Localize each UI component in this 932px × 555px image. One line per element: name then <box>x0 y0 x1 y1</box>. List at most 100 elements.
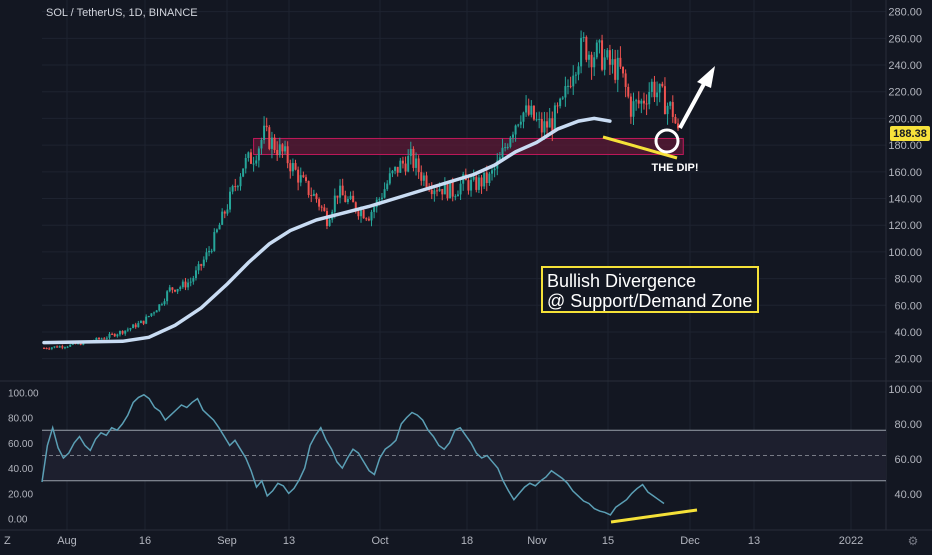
candle-body <box>179 287 182 289</box>
candle-body <box>137 323 140 328</box>
candle-body <box>511 134 514 138</box>
candle-body <box>116 334 119 337</box>
candle-body <box>616 57 619 80</box>
candle-body <box>354 202 357 212</box>
candle-body <box>590 54 593 68</box>
candle-body <box>341 185 344 196</box>
time-axis-ticks: Aug 16 Sep 13 Oct 18 Nov 15 Dec 13 2022 Z <box>4 535 863 547</box>
candle-body <box>582 36 585 38</box>
candle-body <box>637 100 640 104</box>
last-price-tag <box>890 126 930 141</box>
rsi-left-tick-label: 40.00 <box>8 464 33 475</box>
candle-body <box>289 163 292 172</box>
candle-body <box>234 186 237 188</box>
candle-body <box>302 175 305 178</box>
rsi-right-tick-label: 40.00 <box>894 489 922 501</box>
candle-body <box>236 186 239 188</box>
candle-body <box>640 100 643 104</box>
candle-body <box>548 118 551 128</box>
candle-body <box>66 346 69 348</box>
candle-body <box>658 83 661 93</box>
candle-body <box>436 190 438 192</box>
candle-body <box>386 183 389 190</box>
candle-body <box>498 157 501 161</box>
candle-body <box>218 224 221 230</box>
last-price-label: 188.38 <box>893 128 927 140</box>
candle-body <box>215 229 218 233</box>
candle-body <box>475 176 478 190</box>
candle-body <box>344 195 347 203</box>
price-tick-label: 20.00 <box>894 354 922 366</box>
price-tick-label: 40.00 <box>894 327 922 339</box>
candle-body <box>100 338 103 340</box>
rsi-right-ticks: 40.00 60.00 80.00 100.00 <box>888 384 922 501</box>
candle-body <box>352 195 355 203</box>
candle-body <box>270 137 273 149</box>
candle-body <box>456 194 459 197</box>
candle-body <box>265 125 268 128</box>
candle-body <box>569 85 572 87</box>
candle-body <box>561 97 564 99</box>
candle-body <box>263 125 266 140</box>
candle-body <box>281 144 284 152</box>
candle-body <box>370 211 373 221</box>
candle-body <box>551 118 554 131</box>
settings-button[interactable] <box>902 533 924 547</box>
price-tick-label: 140.00 <box>888 194 922 206</box>
rsi-left-tick-label: 60.00 <box>8 439 33 450</box>
price-tick-label: 100.00 <box>888 247 922 259</box>
rsi-line <box>41 393 665 516</box>
candle-body <box>661 83 664 87</box>
time-tick-label: Oct <box>371 535 388 547</box>
candle-body <box>669 102 672 106</box>
candle-body <box>45 348 48 350</box>
candle-body <box>255 160 258 164</box>
candle-body <box>677 123 680 129</box>
candle-body <box>585 36 588 60</box>
candle-body <box>574 74 577 76</box>
candle-body <box>595 42 598 58</box>
candle-body <box>312 193 315 196</box>
rsi-left-ticks: 0.00 20.00 40.00 60.00 80.00 100.00 <box>8 388 39 525</box>
candle-body <box>417 158 420 173</box>
time-tick-label: Nov <box>527 535 547 547</box>
candle-body <box>202 259 205 266</box>
candle-body <box>433 190 436 195</box>
price-tick-label: 280.00 <box>888 7 922 19</box>
candle-body <box>564 86 567 98</box>
candle-body <box>663 86 666 115</box>
divergence-annotation-box <box>541 266 759 313</box>
candle-body <box>320 206 323 208</box>
candle-body <box>530 105 533 115</box>
candle-body <box>538 119 541 121</box>
candle-body <box>56 346 59 348</box>
candle-body <box>430 189 433 195</box>
price-tick-label: 120.00 <box>888 220 922 232</box>
arrow-shaft <box>678 81 707 129</box>
candle-body <box>349 195 352 200</box>
candle-body <box>373 207 376 212</box>
candle-body <box>671 102 674 117</box>
candle-body <box>147 315 150 317</box>
candle-body <box>307 180 310 195</box>
price-tick-label: 80.00 <box>894 274 922 286</box>
candle-body <box>257 148 260 161</box>
candle-body <box>103 338 106 340</box>
candle-body <box>95 337 98 341</box>
candle-body <box>129 328 132 330</box>
price-tick-label: 180.00 <box>888 140 922 152</box>
candle-body <box>459 183 462 195</box>
candle-body <box>627 86 630 97</box>
candle-body <box>587 54 590 60</box>
candle-body <box>525 105 528 113</box>
candle-body <box>650 81 653 92</box>
candle-body <box>200 264 203 266</box>
rsi-right-tick-label: 100.00 <box>888 384 922 396</box>
candle-body <box>305 177 307 181</box>
settings-gear-icon[interactable]: ⚙ <box>908 534 919 548</box>
candle-body <box>155 310 158 313</box>
candle-body <box>142 320 145 324</box>
candle-body <box>535 119 538 121</box>
time-tick-label: 18 <box>461 535 473 547</box>
